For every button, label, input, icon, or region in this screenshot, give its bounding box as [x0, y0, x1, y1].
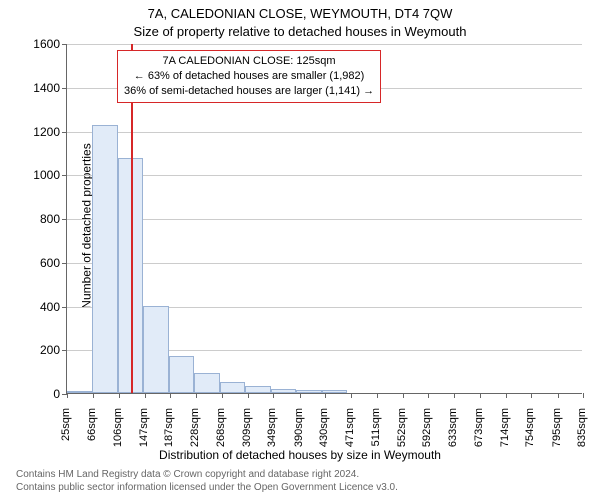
xtick-mark: [93, 393, 94, 398]
ytick-mark: [62, 132, 67, 133]
attribution-line-1: Contains HM Land Registry data © Crown c…: [16, 468, 398, 481]
xtick-label: 25sqm: [60, 408, 72, 468]
ytick-mark: [62, 307, 67, 308]
xtick-label: 592sqm: [421, 408, 433, 468]
xtick-label: 187sqm: [163, 408, 175, 468]
xtick-mark: [300, 393, 301, 398]
xtick-label: 147sqm: [138, 408, 150, 468]
gridline: [67, 44, 582, 45]
plot-area: 7A CALEDONIAN CLOSE: 125sqm ← 63% of det…: [66, 44, 582, 394]
histogram-bar: [143, 306, 168, 394]
ytick-mark: [62, 88, 67, 89]
histogram-bar: [194, 373, 219, 393]
histogram-bar: [92, 125, 117, 393]
annotation-line-2: ← 63% of detached houses are smaller (1,…: [124, 69, 374, 84]
xtick-mark: [119, 393, 120, 398]
annotation-line-1: 7A CALEDONIAN CLOSE: 125sqm: [124, 54, 374, 69]
chart-title-2: Size of property relative to detached ho…: [0, 24, 600, 39]
xtick-mark: [480, 393, 481, 398]
ytick-label: 800: [10, 212, 60, 226]
attribution: Contains HM Land Registry data © Crown c…: [16, 468, 398, 494]
xtick-label: 714sqm: [499, 408, 511, 468]
xtick-label: 552sqm: [396, 408, 408, 468]
ytick-label: 400: [10, 300, 60, 314]
ytick-label: 1000: [10, 168, 60, 182]
xtick-mark: [377, 393, 378, 398]
histogram-bar: [271, 389, 296, 393]
xtick-label: 795sqm: [551, 408, 563, 468]
xtick-label: 835sqm: [576, 408, 588, 468]
ytick-mark: [62, 44, 67, 45]
xtick-mark: [583, 393, 584, 398]
xtick-label: 268sqm: [215, 408, 227, 468]
ytick-label: 200: [10, 343, 60, 357]
attribution-line-2: Contains public sector information licen…: [16, 481, 398, 494]
xtick-mark: [454, 393, 455, 398]
histogram-bar: [169, 356, 194, 393]
ytick-label: 1200: [10, 125, 60, 139]
ytick-mark: [62, 350, 67, 351]
xtick-mark: [558, 393, 559, 398]
gridline: [67, 263, 582, 264]
xtick-mark: [428, 393, 429, 398]
xtick-mark: [531, 393, 532, 398]
xtick-label: 66sqm: [86, 408, 98, 468]
xtick-label: 309sqm: [241, 408, 253, 468]
gridline: [67, 219, 582, 220]
ytick-label: 0: [10, 387, 60, 401]
xtick-mark: [273, 393, 274, 398]
ytick-mark: [62, 175, 67, 176]
xtick-label: 633sqm: [447, 408, 459, 468]
xtick-label: 390sqm: [293, 408, 305, 468]
xtick-label: 228sqm: [189, 408, 201, 468]
xtick-mark: [222, 393, 223, 398]
xtick-label: 754sqm: [524, 408, 536, 468]
histogram-bar: [67, 391, 92, 393]
xtick-mark: [403, 393, 404, 398]
ytick-label: 600: [10, 256, 60, 270]
annotation-box: 7A CALEDONIAN CLOSE: 125sqm ← 63% of det…: [117, 50, 381, 103]
chart-container: 7A, CALEDONIAN CLOSE, WEYMOUTH, DT4 7QW …: [0, 0, 600, 500]
gridline: [67, 175, 582, 176]
ytick-label: 1600: [10, 37, 60, 51]
xtick-label: 673sqm: [473, 408, 485, 468]
xtick-mark: [248, 393, 249, 398]
xtick-mark: [325, 393, 326, 398]
xtick-label: 430sqm: [318, 408, 330, 468]
xtick-mark: [506, 393, 507, 398]
xtick-mark: [351, 393, 352, 398]
ytick-mark: [62, 219, 67, 220]
gridline: [67, 132, 582, 133]
histogram-bar: [220, 382, 245, 393]
xtick-label: 349sqm: [266, 408, 278, 468]
ytick-label: 1400: [10, 81, 60, 95]
xtick-mark: [196, 393, 197, 398]
xtick-label: 106sqm: [112, 408, 124, 468]
chart-title-1: 7A, CALEDONIAN CLOSE, WEYMOUTH, DT4 7QW: [0, 6, 600, 21]
histogram-bar: [245, 386, 270, 393]
xtick-label: 511sqm: [370, 408, 382, 468]
xtick-mark: [170, 393, 171, 398]
annotation-line-3: 36% of semi-detached houses are larger (…: [124, 84, 374, 99]
xtick-mark: [67, 393, 68, 398]
xtick-label: 471sqm: [344, 408, 356, 468]
xtick-mark: [145, 393, 146, 398]
ytick-mark: [62, 263, 67, 264]
